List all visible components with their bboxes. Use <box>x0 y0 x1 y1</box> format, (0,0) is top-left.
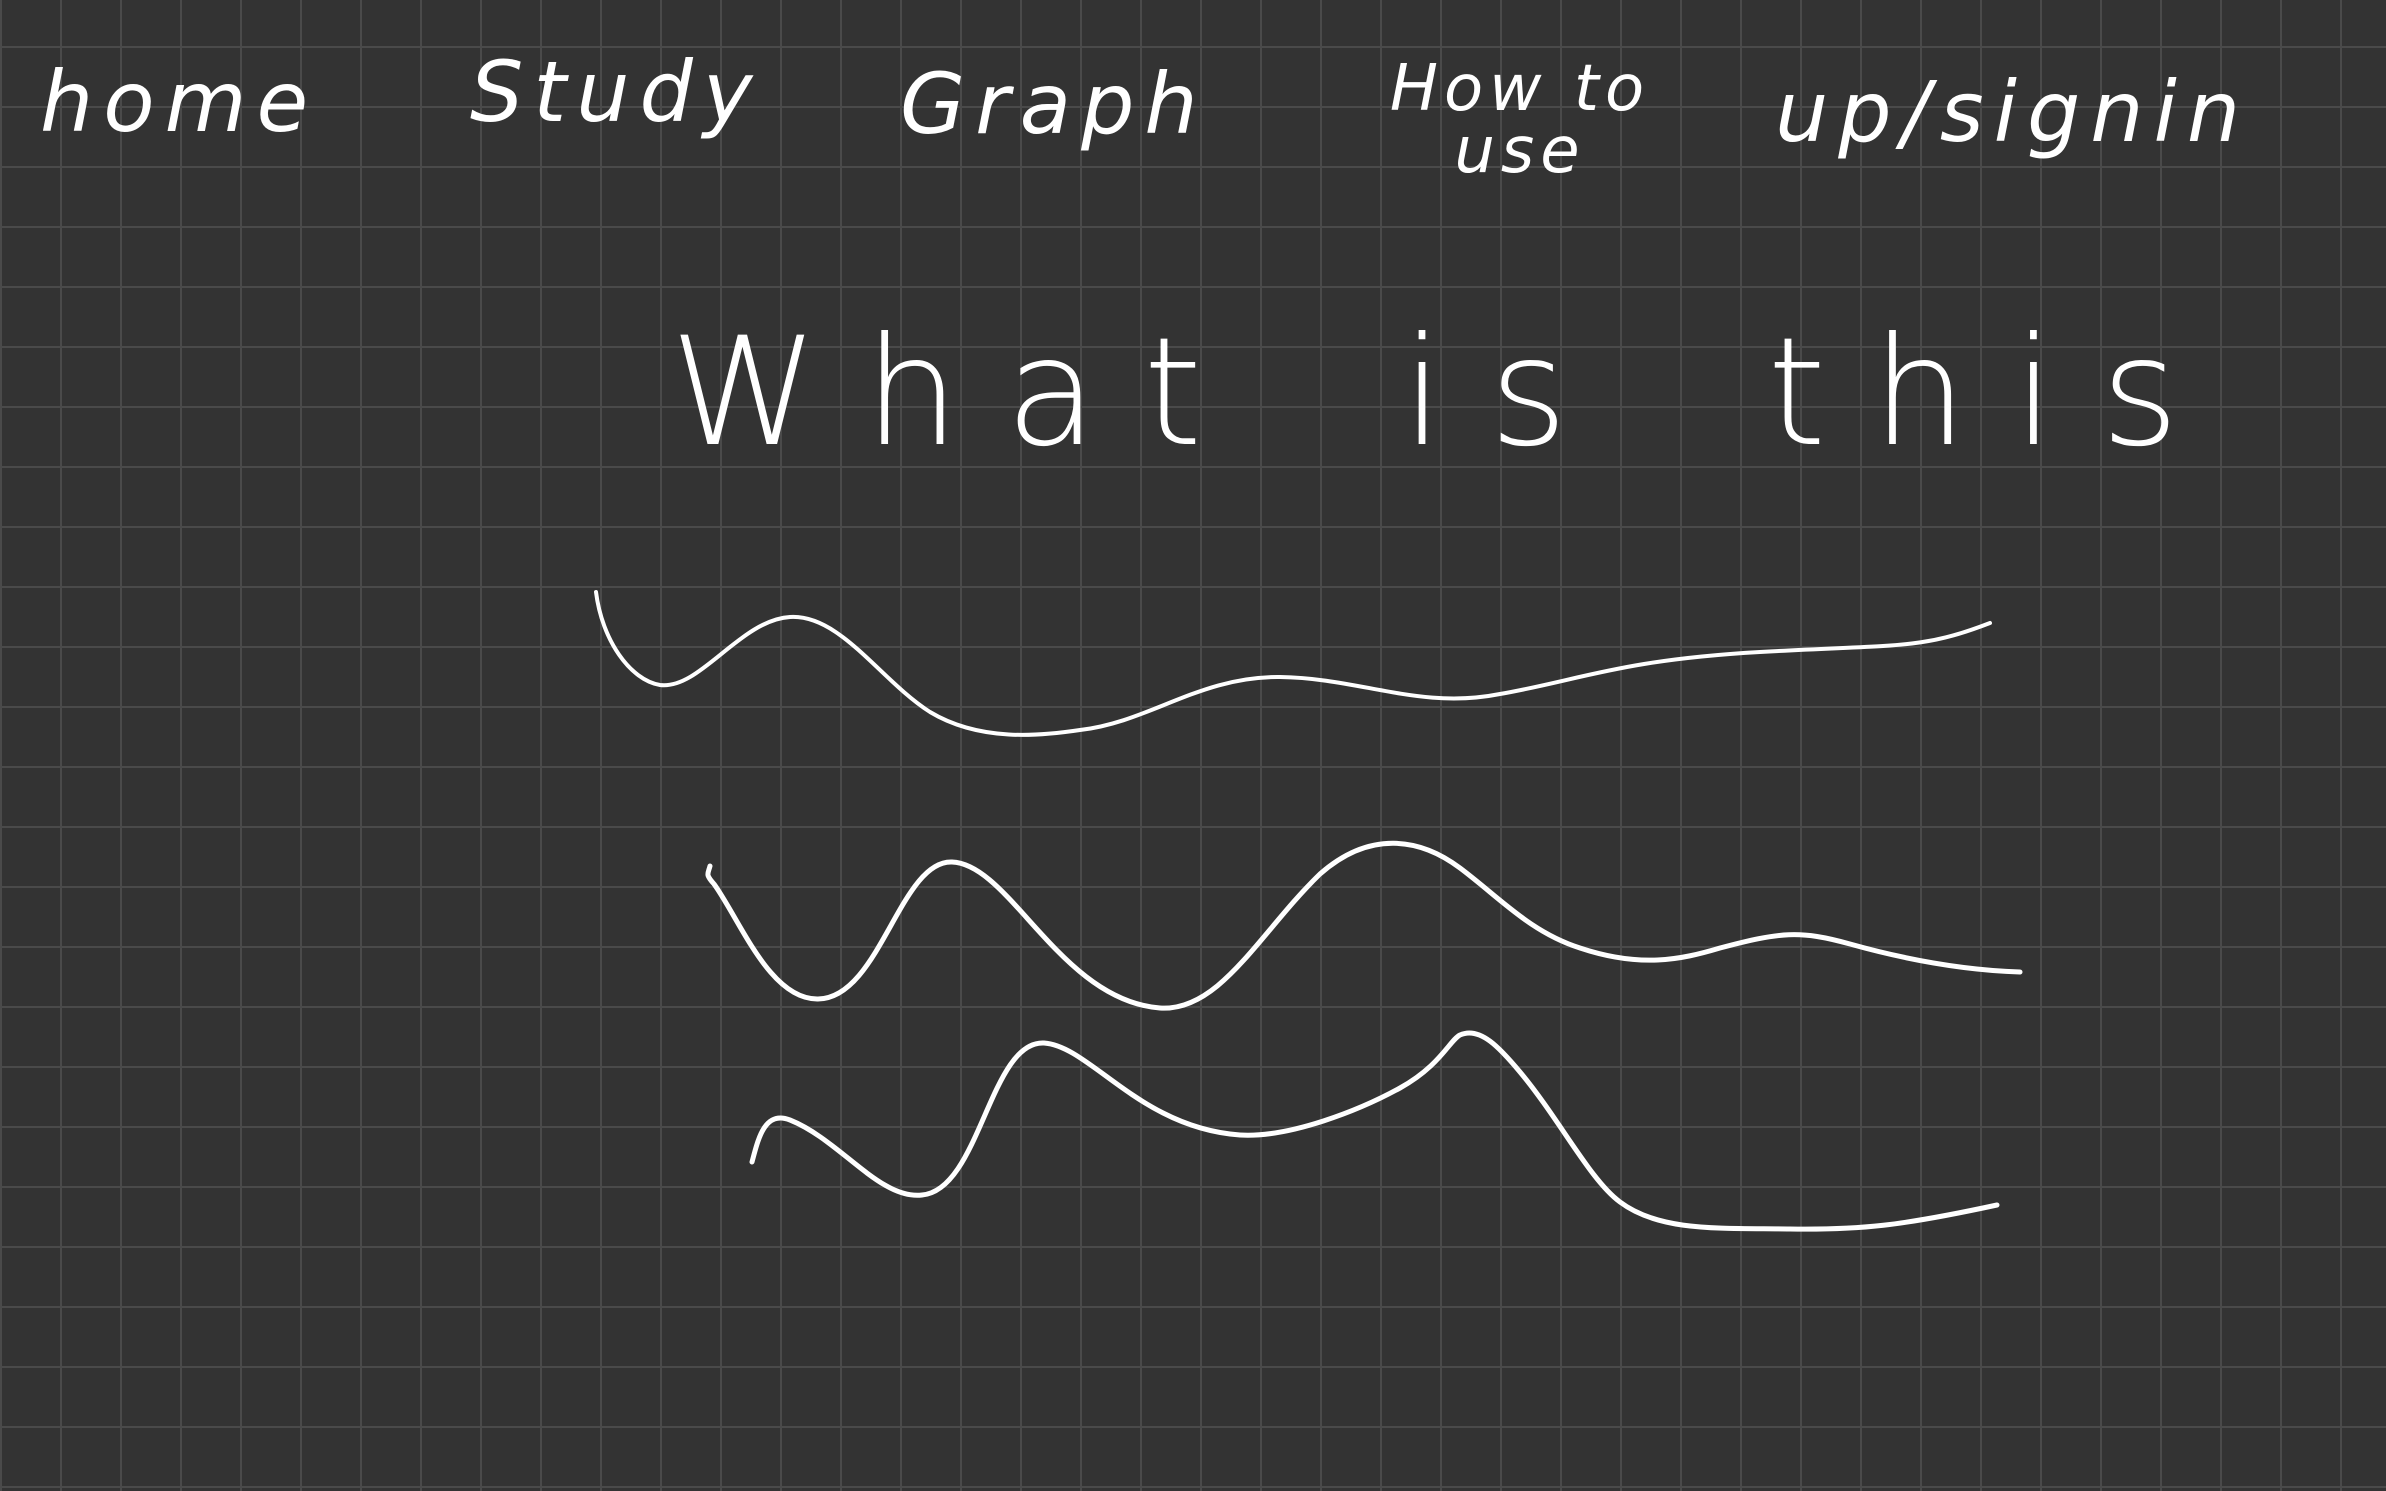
top-navigation: home Study Graph How to use up/signin <box>0 0 2386 240</box>
nav-graph[interactable]: Graph <box>900 55 1208 153</box>
wave-line-3 <box>749 1030 2000 1232</box>
nav-how-to-use-line1: How to <box>1389 52 1651 126</box>
nav-how-to-use[interactable]: How to use <box>1385 52 1655 188</box>
wave-line-1 <box>594 590 1992 737</box>
wave-line-2 <box>705 840 2023 1011</box>
page-headline: What is this <box>670 306 2226 480</box>
nav-signup-signin[interactable]: up/signin <box>1775 63 2251 161</box>
nav-how-to-use-line2: use <box>1454 114 1586 188</box>
nav-home[interactable]: home <box>40 53 319 151</box>
nav-study[interactable]: Study <box>470 43 763 141</box>
